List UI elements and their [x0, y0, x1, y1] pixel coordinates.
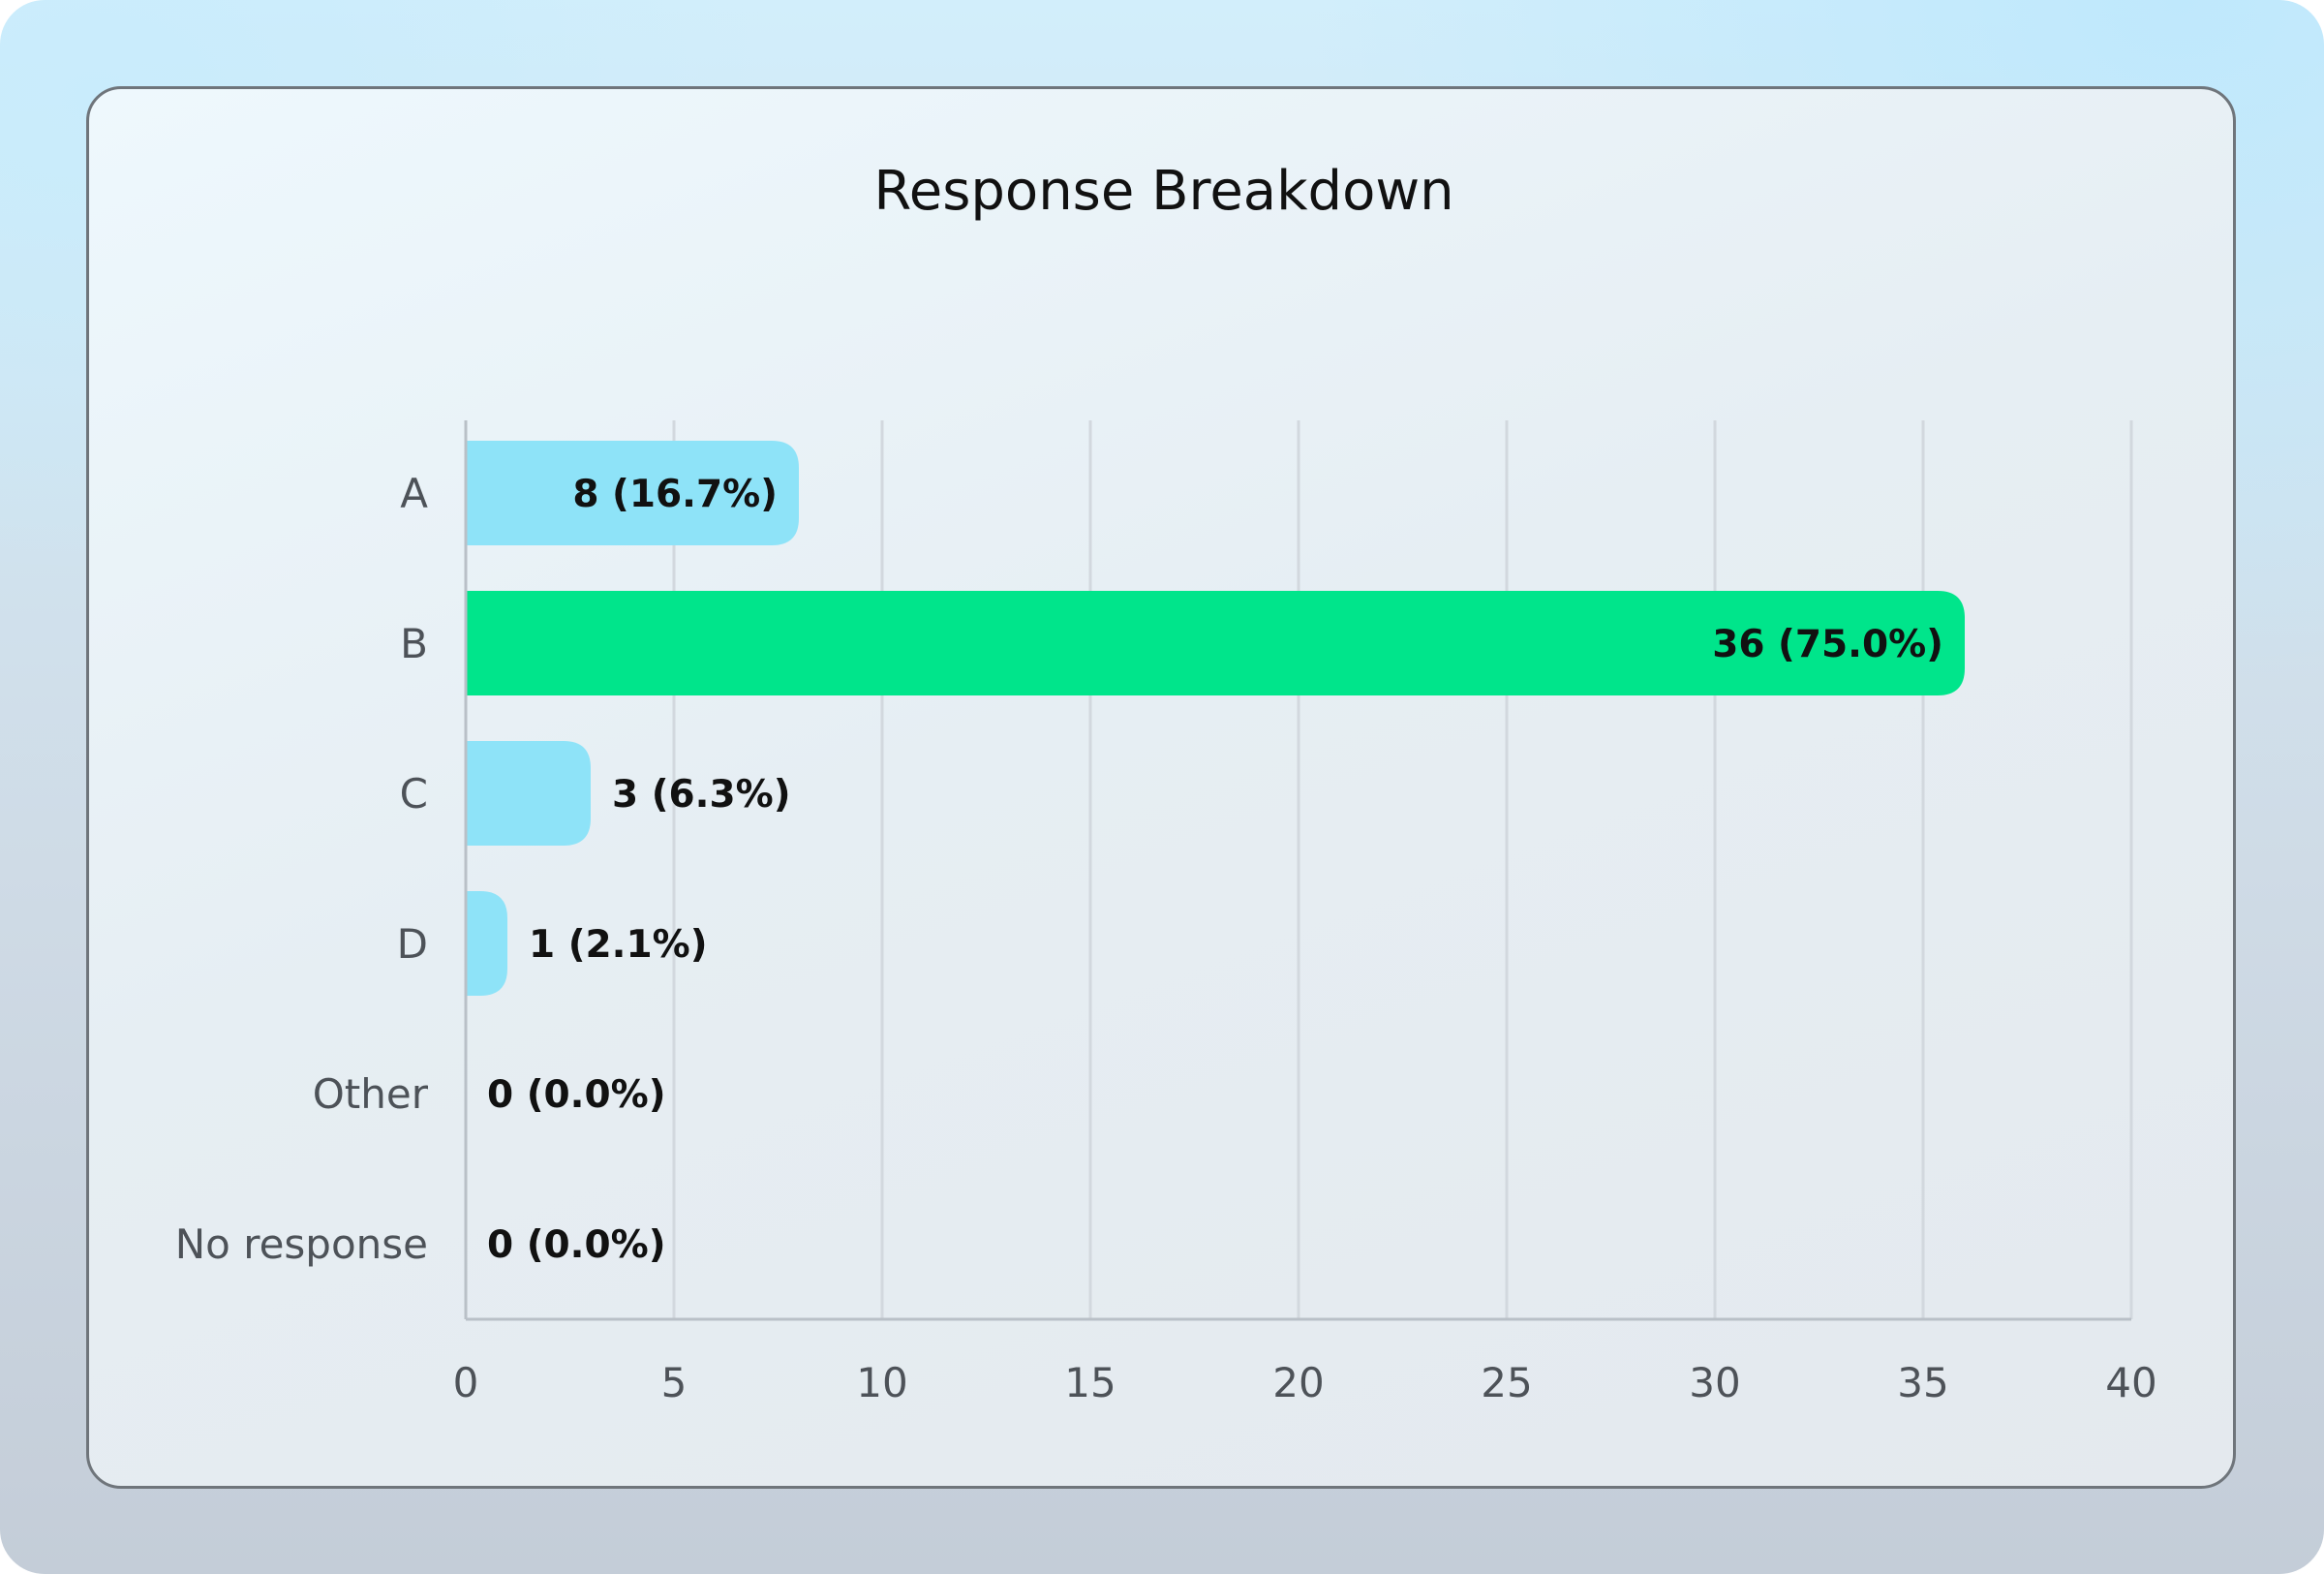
data-label: 0 (0.0%) [487, 1223, 666, 1267]
category-label: D [397, 920, 428, 968]
x-tick-label: 40 [2105, 1359, 2156, 1406]
x-tick-label: 25 [1481, 1359, 1532, 1406]
x-tick-label: 15 [1064, 1359, 1116, 1406]
category-label: B [400, 620, 428, 667]
x-tick-label: 0 [453, 1359, 479, 1406]
bar [466, 591, 1965, 695]
category-label: C [400, 770, 428, 818]
data-labels: 8 (16.7%) 36 (75.0%) 3 (6.3%) 1 (2.1%) 0 (0.… [487, 473, 1943, 1267]
chart-title: Response Breakdown [873, 160, 1453, 223]
category-label: A [400, 470, 428, 517]
chart-card: Response Breakdown A B C D Other No response … [86, 86, 2236, 1489]
bar [466, 741, 591, 846]
x-tick-label: 20 [1272, 1359, 1324, 1406]
bars [466, 441, 1965, 996]
category-label: Other [313, 1070, 429, 1118]
x-tick-label: 5 [661, 1359, 688, 1406]
data-label: 36 (75.0%) [1712, 623, 1943, 666]
axes [464, 420, 2131, 1321]
data-label: 0 (0.0%) [487, 1073, 666, 1117]
bar [466, 891, 507, 996]
data-label: 8 (16.7%) [572, 473, 778, 516]
data-label: 1 (2.1%) [529, 923, 708, 967]
grid-lines [672, 420, 2133, 1319]
bar [466, 441, 799, 545]
data-label: 3 (6.3%) [612, 773, 791, 817]
x-tick-label: 35 [1897, 1359, 1948, 1406]
category-labels: A B C D Other No response [175, 470, 429, 1268]
category-label: No response [175, 1220, 428, 1268]
x-tick-labels: 0 5 10 15 20 25 30 35 40 [453, 1359, 2157, 1406]
x-tick-label: 10 [856, 1359, 907, 1406]
x-tick-label: 30 [1689, 1359, 1740, 1406]
